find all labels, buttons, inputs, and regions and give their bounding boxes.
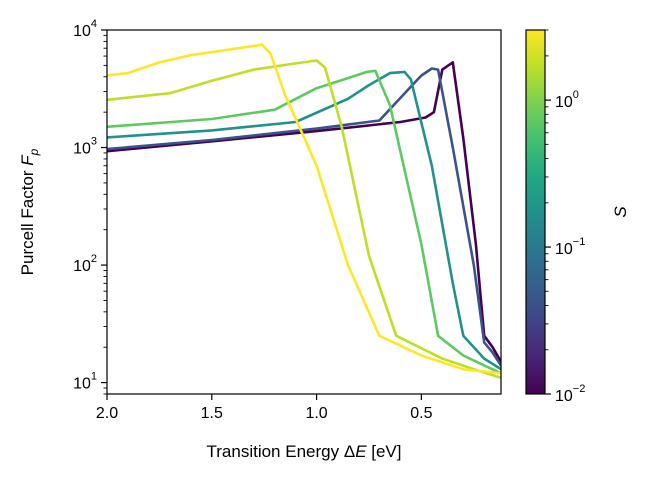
series-line-3 [107, 70, 501, 371]
y-tick-label: 102 [73, 253, 97, 275]
colorbar-tick-label: 100 [555, 89, 579, 111]
series-line-2 [107, 67, 501, 367]
y-tick-label: 103 [73, 136, 97, 158]
series-line-1 [107, 61, 501, 364]
series-line-4 [107, 69, 501, 375]
colorbar-label: S [611, 206, 630, 218]
x-tick-label: 2.0 [96, 405, 118, 422]
x-axis-label: Transition Energy ΔE [eV] [207, 442, 402, 461]
x-tick-label: 0.5 [410, 405, 432, 422]
y-axis-label: Purcell Factor Fp [18, 148, 41, 275]
y-tick-label: 104 [73, 18, 97, 40]
y-tick-label: 101 [73, 371, 97, 393]
colorbar-tick-label: 10−1 [555, 236, 585, 258]
y-axis: 101 102 103 104 [73, 18, 107, 395]
series-line-6 [107, 43, 501, 375]
colorbar-frame [525, 29, 546, 395]
colorbar-tick-label: 10−2 [555, 383, 585, 405]
x-tick-label: 1.5 [201, 405, 223, 422]
x-axis: 2.0 1.5 1.0 0.5 [96, 394, 433, 422]
colorbar [526, 30, 545, 394]
series-line-5 [107, 59, 501, 380]
x-tick-label: 1.0 [305, 405, 327, 422]
series-layer [107, 43, 501, 380]
plot-frame [106, 29, 502, 395]
colorbar-axis: 10−2 10−1 100 [545, 29, 585, 405]
